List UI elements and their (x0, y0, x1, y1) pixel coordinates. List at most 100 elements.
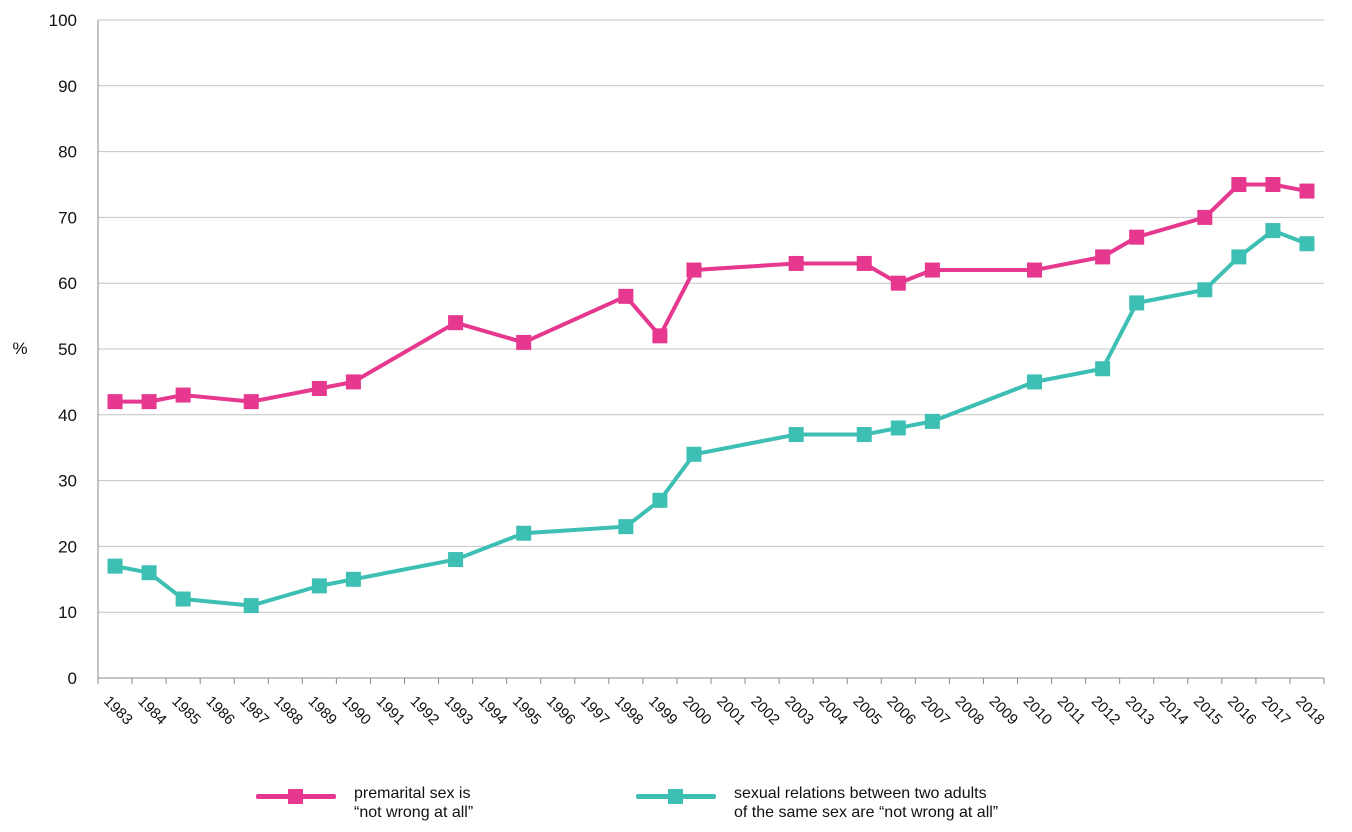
x-tick-label: 2011 (1054, 693, 1089, 728)
data-point (618, 288, 634, 304)
x-tick-label: 1997 (577, 693, 613, 729)
x-tick-label: 2010 (1020, 693, 1056, 729)
x-tick-label: 2013 (1122, 693, 1158, 729)
legend-marker (288, 789, 303, 804)
x-tick-label: 2003 (781, 693, 817, 729)
x-axis: 1983198419851986198719881989199019911992… (97, 20, 1328, 729)
data-point (1027, 374, 1043, 390)
data-point (1265, 223, 1281, 239)
series-line (113, 228, 1309, 608)
x-tick-label: 1984 (134, 693, 170, 729)
gridlines (98, 19, 1324, 613)
y-tick-label: 70 (58, 208, 77, 227)
data-point (1197, 282, 1213, 298)
y-tick-label: 100 (49, 11, 77, 30)
x-tick-label: 2002 (747, 693, 783, 729)
data-point (1231, 249, 1247, 265)
data-point (652, 328, 668, 344)
data-point (652, 492, 668, 508)
y-tick-label: 20 (58, 537, 77, 556)
data-point (1265, 177, 1281, 192)
data-point (311, 380, 327, 396)
legend-item-same-sex: sexual relations between two adults of t… (636, 784, 998, 822)
y-tick-label: 90 (58, 77, 77, 96)
data-point (788, 427, 804, 443)
data-point (448, 315, 464, 331)
x-tick-label: 1993 (441, 693, 477, 729)
series-layer (107, 177, 1315, 614)
series-line (113, 182, 1309, 404)
x-tick-label: 1988 (270, 693, 306, 729)
x-tick-label: 1989 (305, 693, 341, 729)
data-point (175, 591, 191, 607)
x-tick-label: 1996 (543, 693, 579, 729)
legend-marker (668, 789, 683, 804)
x-tick-label: 1987 (236, 693, 272, 729)
legend-label-premarital: premarital sex is “not wrong at all” (354, 784, 473, 822)
data-point (345, 571, 361, 587)
x-tick-label: 2016 (1224, 693, 1260, 729)
x-tick-label: 1983 (100, 693, 136, 729)
x-tick-label: 1986 (202, 693, 238, 729)
y-tick-label: 30 (58, 472, 77, 491)
data-point (1129, 295, 1145, 311)
x-tick-label: 1990 (339, 693, 375, 729)
legend: premarital sex is “not wrong at all” sex… (0, 784, 1352, 832)
data-point (448, 552, 464, 568)
x-tick-label: 2018 (1292, 693, 1328, 729)
y-tick-label: 10 (58, 603, 77, 622)
data-point (1095, 361, 1111, 377)
data-point (516, 525, 532, 541)
data-point (141, 565, 157, 581)
y-tick-label: 50 (58, 340, 77, 359)
data-point (1129, 229, 1145, 245)
data-point (311, 578, 327, 594)
legend-label-line: “not wrong at all” (354, 804, 474, 821)
legend-label-line: premarital sex is (354, 785, 471, 802)
data-point (1299, 183, 1315, 199)
data-point (345, 374, 361, 390)
y-tick-label: 40 (58, 406, 77, 425)
x-tick-label: 2005 (849, 693, 885, 729)
data-point (618, 519, 634, 535)
data-point (175, 387, 191, 403)
x-tick-label: 2008 (952, 693, 988, 729)
x-tick-label: 2012 (1088, 693, 1124, 729)
legend-swatch-same-sex (636, 784, 716, 808)
x-tick-label: 1995 (509, 693, 545, 729)
data-point (856, 255, 872, 271)
legend-item-premarital: premarital sex is “not wrong at all” (256, 784, 473, 822)
x-tick-label: 2007 (918, 693, 954, 729)
data-point (107, 558, 123, 574)
data-point (243, 394, 259, 410)
data-point (516, 334, 532, 350)
data-point (1231, 177, 1247, 192)
x-tick-label: 2014 (1156, 693, 1192, 729)
data-point (141, 394, 157, 410)
x-tick-label: 1992 (407, 693, 443, 729)
x-tick-label: 2017 (1258, 693, 1294, 729)
x-tick-label: 2000 (679, 693, 715, 729)
x-tick-label: 1985 (168, 693, 204, 729)
data-point (890, 420, 906, 436)
x-tick-label: 2009 (986, 693, 1022, 729)
y-axis-label: % (12, 339, 27, 358)
data-point (686, 262, 702, 278)
x-tick-label: 2015 (1190, 693, 1226, 729)
data-point (107, 394, 123, 410)
data-point (890, 275, 906, 291)
y-tick-label: 80 (58, 143, 77, 162)
legend-label-line: sexual relations between two adults (734, 785, 987, 802)
data-point (1027, 262, 1043, 278)
legend-swatch-premarital (256, 784, 336, 808)
data-point (788, 255, 804, 271)
x-tick-label: 1999 (645, 693, 681, 729)
data-point (856, 427, 872, 443)
data-point (243, 598, 259, 614)
x-tick-label: 2001 (713, 693, 749, 729)
data-point (924, 262, 940, 278)
legend-label-same-sex: sexual relations between two adults of t… (734, 784, 998, 822)
x-tick-label: 1994 (475, 693, 511, 729)
data-point (686, 446, 702, 462)
